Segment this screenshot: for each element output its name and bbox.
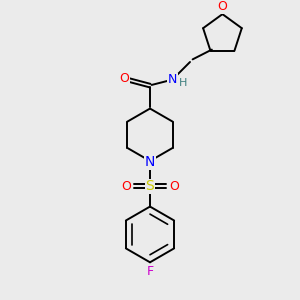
Text: N: N <box>145 155 155 169</box>
Text: O: O <box>119 72 129 85</box>
Text: H: H <box>178 78 187 88</box>
Text: O: O <box>218 0 227 14</box>
Text: O: O <box>121 180 131 193</box>
Text: N: N <box>145 156 155 170</box>
Text: F: F <box>146 265 154 278</box>
Text: N: N <box>168 73 177 86</box>
Text: S: S <box>146 179 154 193</box>
Text: O: O <box>169 180 179 193</box>
